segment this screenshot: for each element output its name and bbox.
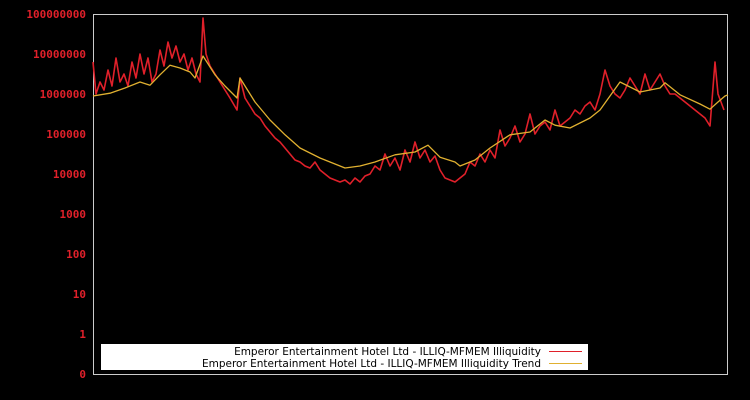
y-tick-label: 0: [79, 368, 86, 381]
legend-box: [101, 344, 588, 370]
y-tick-label: 100000: [46, 128, 86, 141]
legend-label-illiquidity: Emperor Entertainment Hotel Ltd - ILLIQ-…: [234, 346, 541, 358]
y-tick-label: 1: [79, 328, 86, 341]
y-tick-label: 1000: [60, 208, 87, 221]
y-tick-label: 10: [73, 288, 86, 301]
y-tick-label: 10000: [53, 168, 86, 181]
legend: Emperor Entertainment Hotel Ltd - ILLIQ-…: [101, 344, 588, 370]
y-tick-label: 1000000: [40, 88, 86, 101]
y-tick-label: 100000000: [26, 8, 86, 21]
plot-lines: [92, 17, 729, 185]
illiquidity-trend-line: [92, 55, 729, 169]
plot-area-border: [93, 14, 728, 375]
illiquidity-line: [92, 17, 725, 185]
y-tick-label: 10000000: [33, 48, 86, 61]
y-axis-ticks: 1000000001000000010000001000001000010001…: [26, 8, 86, 381]
legend-label-trend: Emperor Entertainment Hotel Ltd - ILLIQ-…: [202, 358, 541, 370]
y-tick-label: 100: [66, 248, 86, 261]
